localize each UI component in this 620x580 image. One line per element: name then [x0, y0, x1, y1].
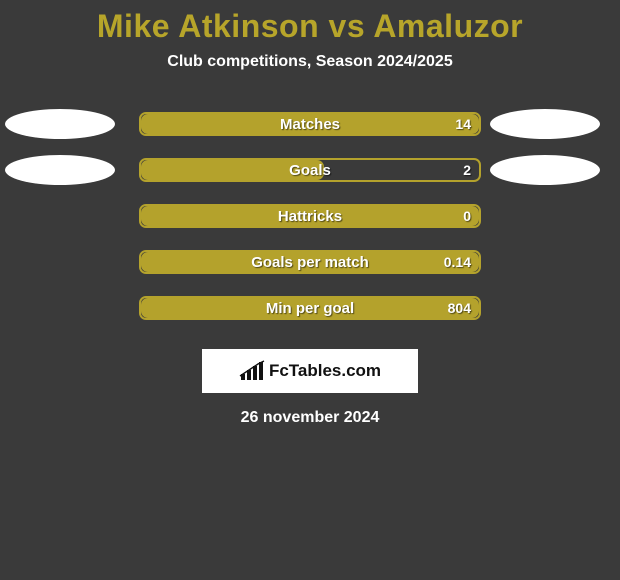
stat-label: Goals per match: [141, 252, 479, 272]
brand-text: FcTables.com: [269, 361, 381, 381]
page-title: Mike Atkinson vs Amaluzor: [0, 0, 620, 45]
stat-bar: Goals2: [139, 158, 481, 182]
stat-row: Goals per match0.14: [0, 239, 620, 285]
left-player-marker: [5, 109, 115, 139]
stat-label: Hattricks: [141, 206, 479, 226]
date-text: 26 november 2024: [0, 409, 620, 427]
stat-bar: Goals per match0.14: [139, 250, 481, 274]
stat-value: 0.14: [444, 252, 471, 272]
right-player-marker: [490, 109, 600, 139]
stat-row: Hattricks0: [0, 193, 620, 239]
right-player-marker: [490, 155, 600, 185]
comparison-card: Mike Atkinson vs Amaluzor Club competiti…: [0, 0, 620, 580]
brand-badge: FcTables.com: [202, 349, 418, 393]
stat-rows: Matches14 Goals2 Hattricks0 Goals per match…: [0, 101, 620, 331]
stat-value: 2: [463, 160, 471, 180]
stat-value: 0: [463, 206, 471, 226]
stat-row: Goals2: [0, 147, 620, 193]
stat-row: Matches14: [0, 101, 620, 147]
left-player-marker: [5, 155, 115, 185]
subtitle: Club competitions, Season 2024/2025: [0, 53, 620, 71]
stat-label: Min per goal: [141, 298, 479, 318]
stat-bar: Min per goal804: [139, 296, 481, 320]
bar-chart-icon: [239, 360, 265, 382]
stat-value: 14: [455, 114, 471, 134]
stat-label: Matches: [141, 114, 479, 134]
stat-bar: Matches14: [139, 112, 481, 136]
stat-label: Goals: [141, 160, 479, 180]
stat-value: 804: [448, 298, 471, 318]
stat-row: Min per goal804: [0, 285, 620, 331]
stat-bar: Hattricks0: [139, 204, 481, 228]
